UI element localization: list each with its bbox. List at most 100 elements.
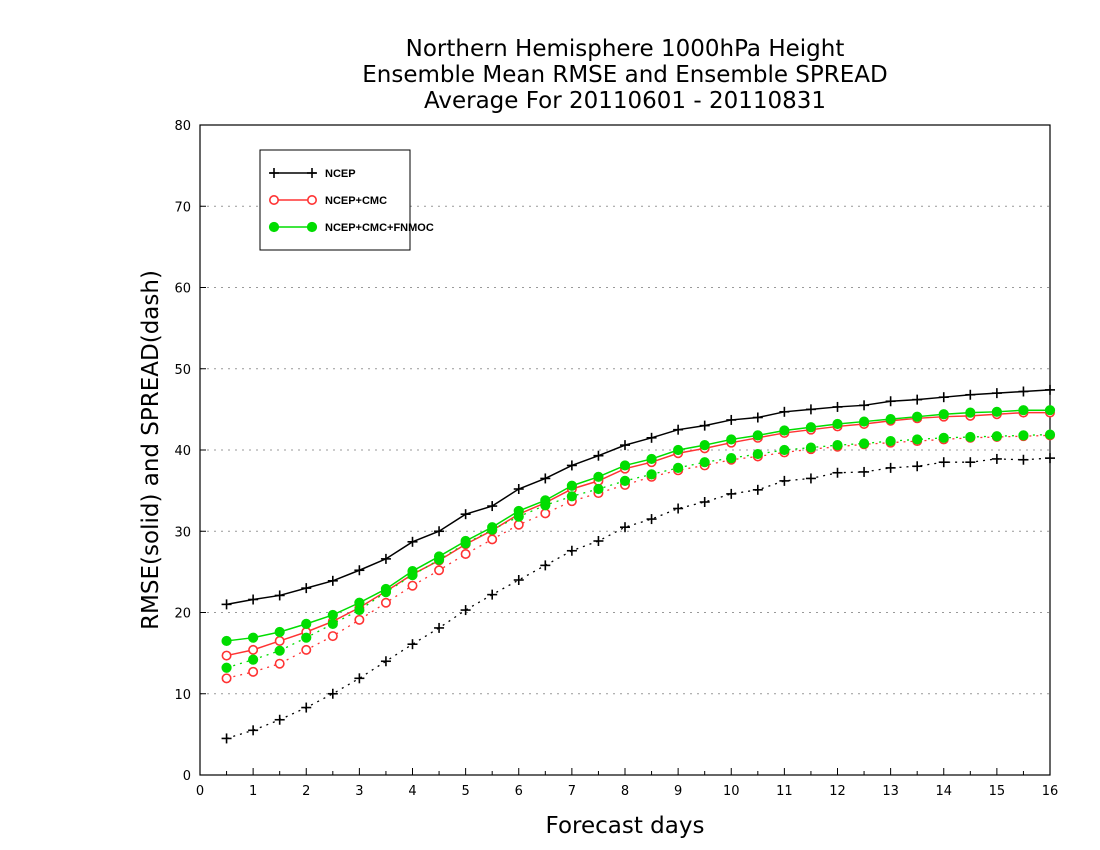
spread-point-ncep-cmc-fnmoc-18 <box>699 457 710 468</box>
y-tick-label-4: 40 <box>174 444 191 459</box>
rmse-point-ncep-cmc-0 <box>221 650 232 661</box>
spread-point-ncep-23 <box>832 467 843 478</box>
rmse-point-ncep-cmc-fnmoc-12 <box>540 495 551 506</box>
rmse-point-ncep-16 <box>646 432 657 443</box>
x-tick-label-12: 12 <box>829 784 846 799</box>
spread-point-ncep-cmc-fnmoc-23 <box>832 440 843 451</box>
rmse-point-ncep-19 <box>726 414 737 425</box>
rmse-point-ncep-cmc-1 <box>248 644 259 655</box>
rmse-point-ncep-cmc-fnmoc-0 <box>221 635 232 647</box>
spread-line-ncep <box>226 457 1051 740</box>
rmse-point-ncep-cmc-fnmoc-25 <box>885 414 896 425</box>
spread-point-ncep-cmc-fnmoc-0 <box>221 662 232 673</box>
x-tick-label-5: 5 <box>461 784 469 799</box>
chart-title-line-2: Ensemble Mean RMSE and Ensemble SPREAD <box>362 62 888 88</box>
spread-point-ncep-18 <box>699 497 710 507</box>
rmse-point-ncep-cmc-fnmoc-21 <box>779 425 790 436</box>
x-tick-label-16: 16 <box>1042 784 1059 799</box>
rmse-point-ncep-15 <box>620 440 630 451</box>
spread-point-ncep-cmc-fnmoc-28 <box>965 431 976 443</box>
legend-marker-right-ncep-cmc <box>306 195 317 206</box>
rmse-point-ncep-12 <box>540 473 551 484</box>
x-tick-label-1: 1 <box>249 784 257 799</box>
x-tick-label-13: 13 <box>882 784 899 799</box>
rmse-point-ncep-cmc-fnmoc-28 <box>965 407 976 418</box>
spread-point-ncep-16 <box>646 514 657 525</box>
rmse-point-ncep-cmc-fnmoc-1 <box>248 632 259 643</box>
spread-point-ncep-cmc-fnmoc-16 <box>646 469 657 480</box>
spread-point-ncep-cmc-9 <box>460 548 471 559</box>
spread-point-ncep-cmc-fnmoc-13 <box>566 491 577 502</box>
spread-point-ncep-8 <box>434 622 445 633</box>
rmse-point-ncep-29 <box>991 388 1002 399</box>
x-tick-label-9: 9 <box>674 784 682 799</box>
spread-point-ncep-cmc-fnmoc-3 <box>301 632 312 643</box>
y-tick-label-2: 20 <box>174 607 191 622</box>
x-axis-title: Forecast days <box>546 813 705 839</box>
y-axis-title: RMSE(solid) and SPREAD(dash) <box>138 270 164 630</box>
spread-point-ncep-14 <box>593 536 604 546</box>
x-tick-label-15: 15 <box>989 784 1006 799</box>
spread-point-ncep-31 <box>1045 453 1055 464</box>
spread-point-ncep-cmc-7 <box>407 580 418 591</box>
spread-point-ncep-3 <box>301 702 312 713</box>
x-tick-label-4: 4 <box>408 784 416 799</box>
rmse-point-ncep-cmc-fnmoc-9 <box>460 535 471 547</box>
rmse-point-ncep-0 <box>221 599 232 610</box>
rmse-point-ncep-cmc-fnmoc-6 <box>380 583 392 595</box>
rmse-point-ncep-22 <box>805 404 816 415</box>
spread-point-ncep-cmc-0 <box>221 673 232 684</box>
rmse-point-ncep-17 <box>673 424 684 435</box>
rmse-point-ncep-cmc-fnmoc-13 <box>566 480 577 491</box>
rmse-point-ncep-24 <box>859 400 870 411</box>
spread-point-ncep-25 <box>885 462 896 473</box>
rmse-line-ncep-cmc <box>226 411 1050 657</box>
rmse-point-ncep-23 <box>832 401 843 412</box>
spread-point-ncep-1 <box>248 725 259 736</box>
spread-point-ncep-7 <box>407 639 418 650</box>
rmse-point-ncep-21 <box>779 406 790 417</box>
legend-marker-left-ncep-cmc <box>268 195 279 206</box>
rmse-line-ncep-cmc-fnmoc <box>226 409 1050 642</box>
spread-line-ncep-cmc <box>226 434 1051 679</box>
rmse-point-ncep-cmc-fnmoc-16 <box>646 453 657 465</box>
spread-point-ncep-cmc-fnmoc-15 <box>619 475 631 486</box>
legend-label-ncep-cmc: NCEP+CMC <box>325 195 387 207</box>
x-tick-label-2: 2 <box>302 784 310 799</box>
legend-marker-left-ncep <box>269 168 279 178</box>
spread-point-ncep-cmc-fnmoc-29 <box>991 431 1002 442</box>
chart-title-line-1: Northern Hemisphere 1000hPa Height <box>405 36 845 62</box>
rmse-point-ncep-10 <box>487 501 498 512</box>
rmse-point-ncep-cmc-fnmoc-31 <box>1044 405 1056 416</box>
rmse-point-ncep-28 <box>965 389 976 400</box>
rmse-point-ncep-3 <box>301 583 312 594</box>
spread-point-ncep-29 <box>991 453 1002 464</box>
spread-point-ncep-4 <box>327 688 338 699</box>
rmse-point-ncep-cmc-fnmoc-20 <box>752 430 763 441</box>
spread-point-ncep-cmc-12 <box>540 508 551 519</box>
legend-label-ncep-cmc-fnmoc: NCEP+CMC+FNMOC <box>325 222 434 234</box>
spread-point-ncep-27 <box>938 457 949 468</box>
rmse-point-ncep-cmc-fnmoc-17 <box>673 444 684 456</box>
spread-point-ncep-21 <box>779 475 790 486</box>
series <box>221 384 1056 744</box>
spread-point-ncep-13 <box>566 545 577 556</box>
rmse-line-ncep <box>226 389 1051 606</box>
rmse-point-ncep-cmc-fnmoc-22 <box>805 422 817 433</box>
spread-point-ncep-11 <box>513 575 524 585</box>
x-tick-label-14: 14 <box>935 784 952 799</box>
rmse-point-ncep-cmc-fnmoc-15 <box>619 460 631 471</box>
rmse-point-ncep-cmc-fnmoc-14 <box>593 471 604 482</box>
spread-point-ncep-cmc-fnmoc-1 <box>248 654 259 665</box>
spread-point-ncep-22 <box>805 473 816 484</box>
spread-point-ncep-cmc-fnmoc-17 <box>673 462 684 473</box>
rmse-point-ncep-cmc-fnmoc-2 <box>274 626 285 638</box>
spread-point-ncep-cmc-fnmoc-19 <box>726 453 737 464</box>
spread-point-ncep-cmc-5 <box>354 614 365 625</box>
spread-point-ncep-26 <box>912 461 923 472</box>
rmse-point-ncep-cmc-fnmoc-8 <box>433 551 445 562</box>
spread-point-ncep-0 <box>221 733 232 744</box>
spread-point-ncep-cmc-fnmoc-26 <box>912 434 923 445</box>
x-tick-label-6: 6 <box>515 784 523 799</box>
